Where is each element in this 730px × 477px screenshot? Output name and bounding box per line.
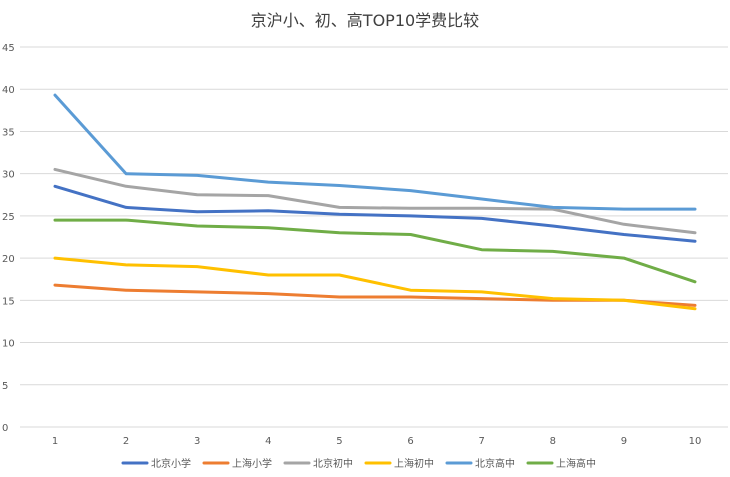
series-line-3	[53, 167, 697, 235]
y-tick-label: 10	[2, 339, 15, 350]
y-tick-label: 20	[2, 254, 15, 265]
legend-label: 北京高中	[475, 457, 515, 470]
x-tick-label: 4	[265, 436, 271, 447]
legend-label: 北京初中	[313, 457, 353, 470]
x-tick-label: 9	[621, 436, 627, 447]
x-tick-label: 2	[123, 436, 129, 447]
series-line-6	[53, 218, 697, 284]
x-tick-label: 1	[52, 436, 58, 447]
y-tick-label: 0	[2, 423, 8, 434]
series-lines	[53, 93, 697, 311]
x-tick-label: 10	[689, 436, 702, 447]
legend-label: 上海小学	[232, 457, 272, 470]
y-tick-label: 30	[2, 170, 15, 181]
legend: 北京小学 上海小学 北京初中 上海初中 北京高中 上海高中	[121, 457, 596, 470]
x-tick-label: 6	[407, 436, 413, 447]
x-tick-label: 3	[194, 436, 200, 447]
y-tick-label: 5	[2, 381, 8, 392]
x-axis-ticks: 1 2 3 4 5 6 7 8 9 10	[52, 436, 702, 447]
y-tick-label: 15	[2, 296, 15, 307]
x-tick-label: 7	[478, 436, 484, 447]
y-tick-label: 35	[2, 127, 15, 138]
legend-item[interactable]: 北京小学	[121, 457, 191, 470]
y-axis-ticks: 0 5 10 15 20 25 30 35 40 45	[2, 43, 15, 434]
legend-item[interactable]: 北京高中	[445, 457, 515, 470]
series-line-4	[53, 256, 697, 311]
legend-label: 上海高中	[556, 457, 596, 470]
chart-title: 京沪小、初、高TOP10学费比较	[251, 11, 479, 30]
legend-label: 上海初中	[394, 457, 434, 470]
series-line-1	[53, 184, 697, 243]
x-tick-label: 5	[336, 436, 342, 447]
legend-item[interactable]: 北京初中	[283, 457, 353, 470]
legend-item[interactable]: 上海小学	[202, 457, 272, 470]
legend-label: 北京小学	[151, 457, 191, 470]
series-line-5	[53, 93, 697, 211]
y-tick-label: 25	[2, 212, 15, 223]
legend-item[interactable]: 上海初中	[364, 457, 434, 470]
y-tick-label: 40	[2, 85, 15, 96]
x-tick-label: 8	[550, 436, 556, 447]
y-tick-label: 45	[2, 43, 15, 54]
legend-item[interactable]: 上海高中	[526, 457, 596, 470]
grid-lines	[20, 46, 728, 428]
series-line-2	[53, 283, 697, 307]
